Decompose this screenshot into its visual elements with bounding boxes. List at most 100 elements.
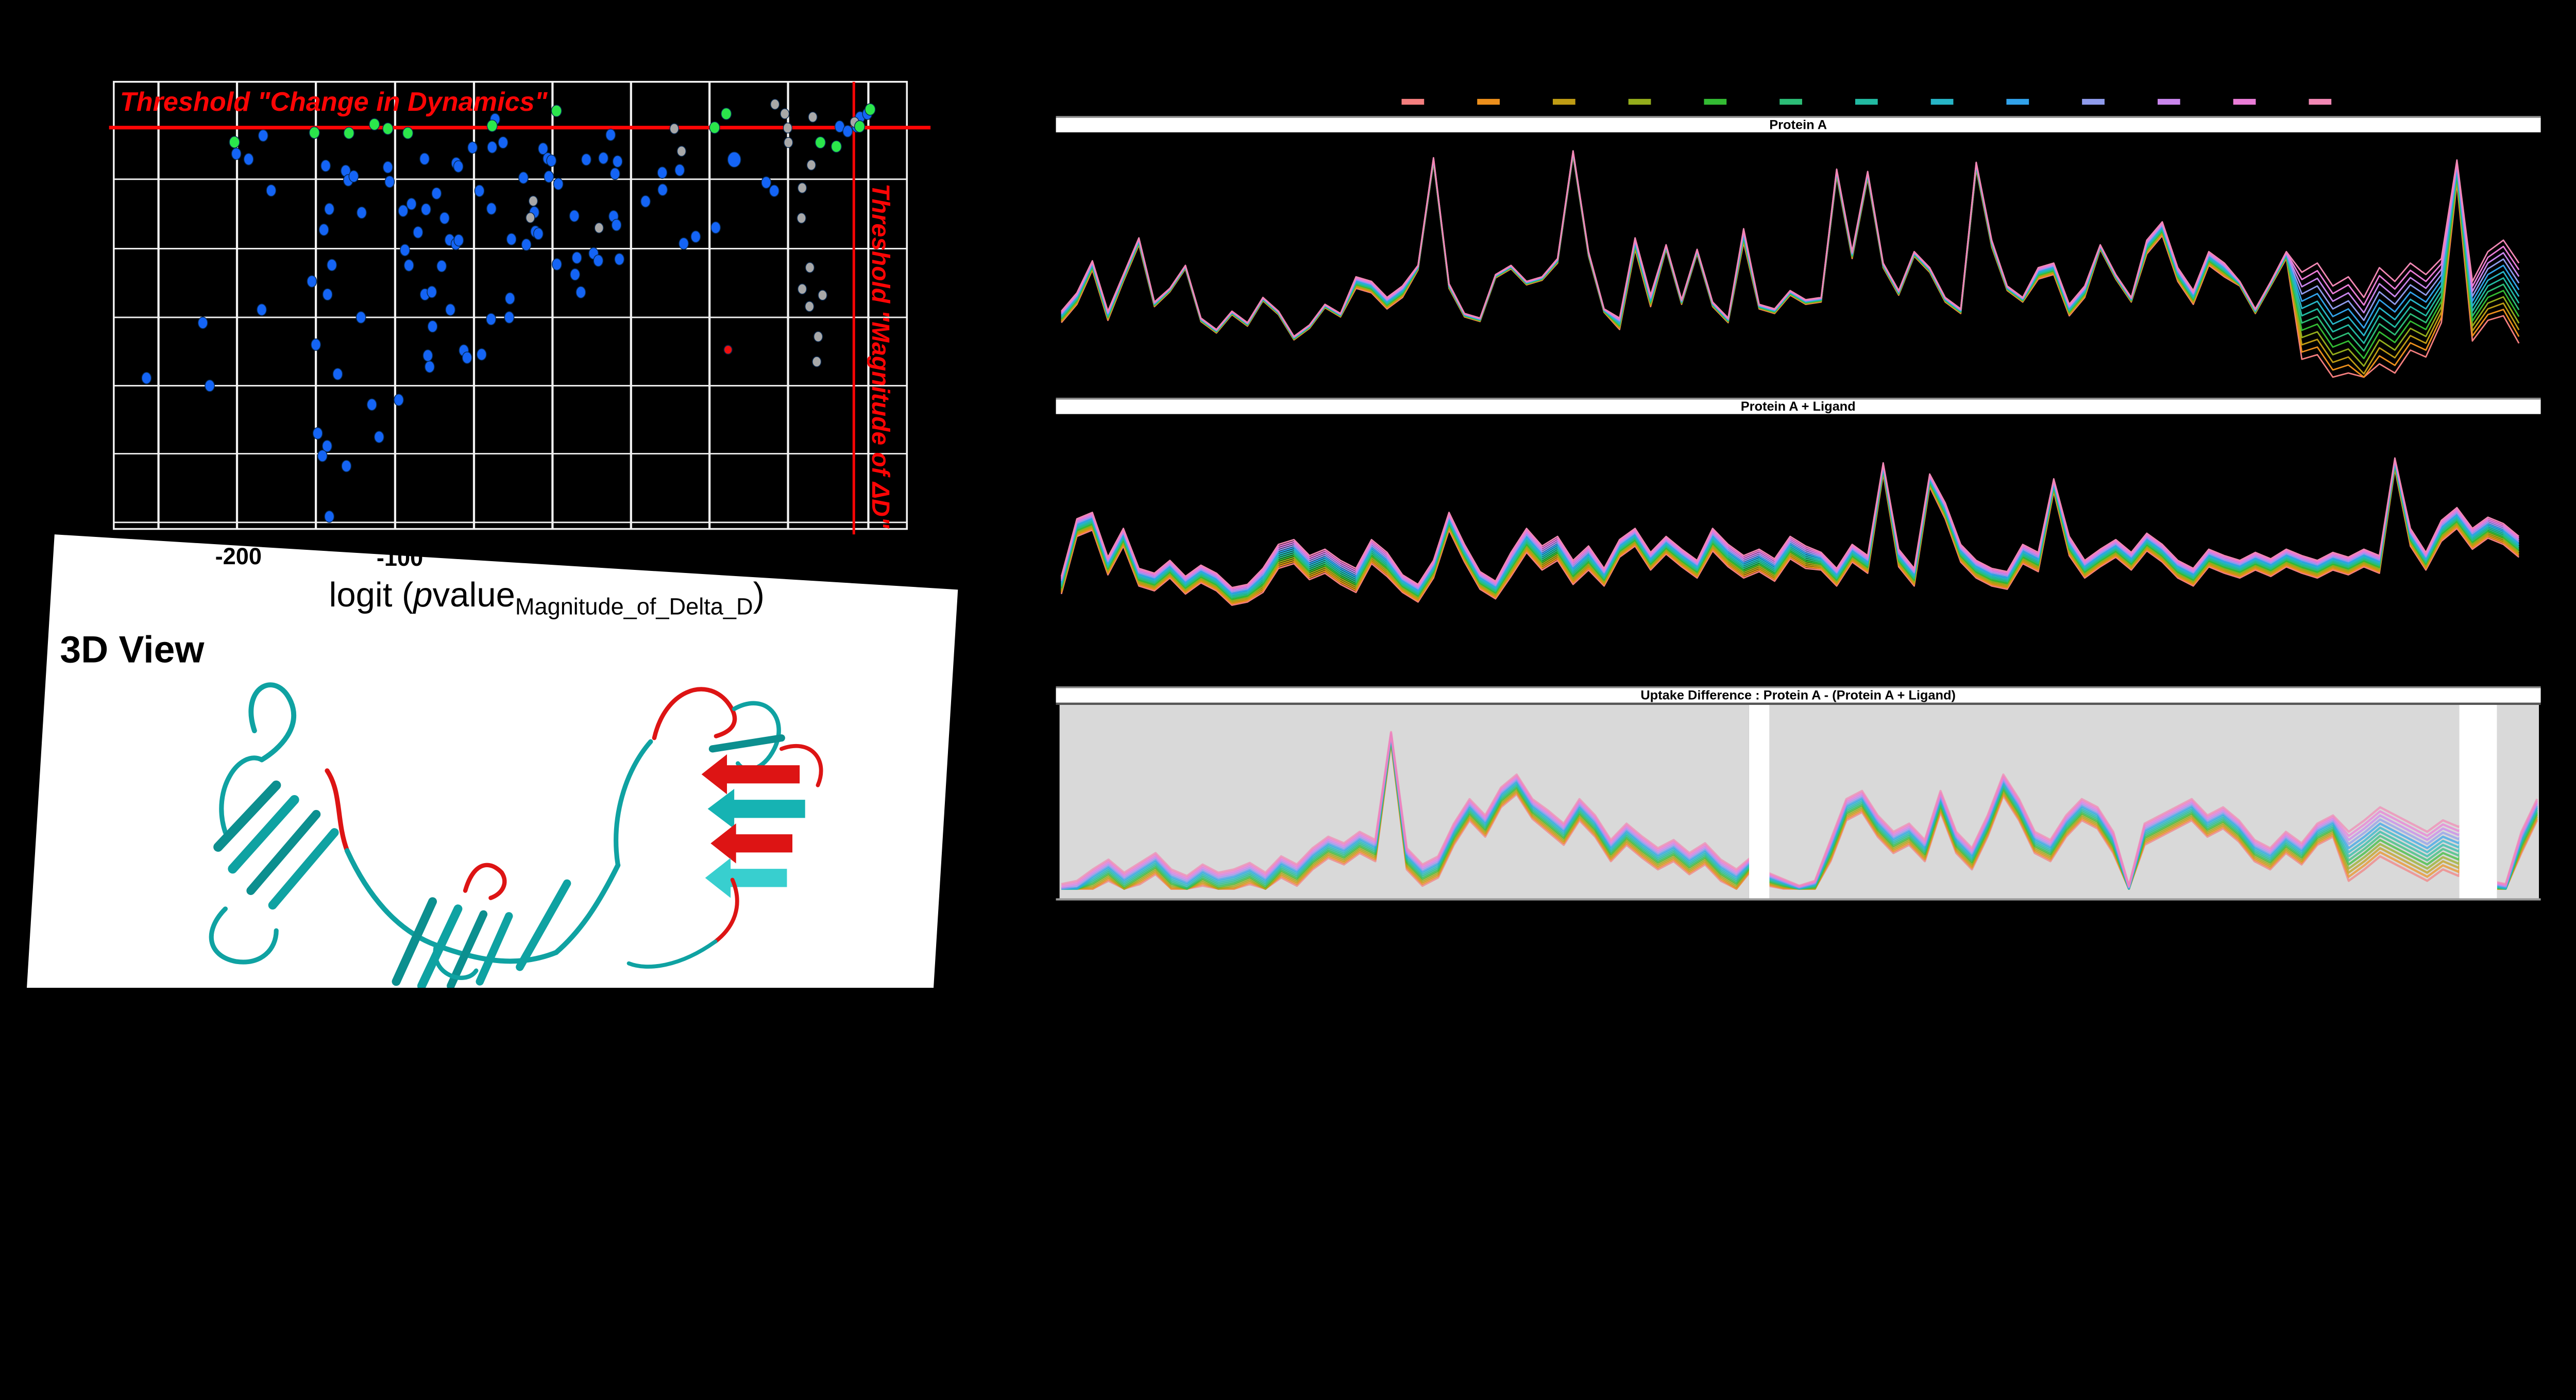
scatter-point-blue xyxy=(258,129,268,142)
scatter-point-blue xyxy=(504,311,515,324)
xaxis-label-subscript: Magnitude_of_Delta_D xyxy=(515,593,753,619)
scatter-point-green xyxy=(369,118,380,131)
scatter-point-blue xyxy=(453,234,464,247)
scatter-point-blue xyxy=(605,128,616,141)
scatter-point-blue xyxy=(348,170,359,183)
threshold-magnitude-label: Threshold "Magnitude of ΔD" xyxy=(867,183,894,529)
legend-swatch-2 xyxy=(1552,98,1575,105)
scatter-point-blue xyxy=(571,251,582,264)
scatter-point-gray xyxy=(796,212,806,224)
protein_a_ligand-series-2 xyxy=(1060,466,2520,603)
volcano-gridlines xyxy=(113,81,907,529)
scatter-point-blue xyxy=(467,141,478,154)
volcano-xtick-neg200: -200 xyxy=(215,543,262,569)
scatter-point-blue xyxy=(312,427,323,440)
scatter-point-blue xyxy=(243,153,254,166)
scatter-point-blue xyxy=(533,227,544,240)
scatter-point-blue xyxy=(317,449,328,462)
scatter-point-blue xyxy=(553,177,564,190)
scatter-point-green xyxy=(709,121,720,134)
xaxis-label-p: p xyxy=(412,576,432,614)
scatter-point-blue xyxy=(322,288,333,301)
legend-swatch-9 xyxy=(2082,98,2105,105)
scatter-point-blue xyxy=(205,379,215,392)
ribbon-red-arrow-2 xyxy=(710,823,793,864)
scatter-point-gray xyxy=(770,98,780,110)
scatter-point-blue xyxy=(842,125,853,138)
scatter-point-blue xyxy=(406,197,417,210)
panel3-title: Uptake Difference : Protein A - (Protein… xyxy=(1640,688,1956,702)
scatter-point-gray xyxy=(784,137,793,148)
scatter-point-blue xyxy=(609,167,620,180)
volcano-xaxis-label: logit (pvalueMagnitude_of_Delta_D) xyxy=(329,576,765,620)
panel3-bottom-border xyxy=(1056,898,2541,901)
scatter-point-blue xyxy=(341,460,352,473)
scatter-point-blue xyxy=(413,226,423,239)
scatter-point-blue xyxy=(382,161,393,174)
scatter-point-green xyxy=(343,127,354,140)
scatter-point-blue xyxy=(674,164,685,177)
protein_a_ligand-series-8 xyxy=(1060,461,2520,595)
scatter-point-blue xyxy=(431,187,442,200)
panel3-top-border xyxy=(1056,686,2541,688)
scatter-point-blue xyxy=(422,349,433,362)
scatter-point-gray xyxy=(780,108,790,120)
scatter-point-gray xyxy=(806,159,816,171)
scatter-point-blue xyxy=(327,259,337,272)
legend-swatch-0 xyxy=(1401,98,1425,105)
ribbon-teal-tail xyxy=(626,939,718,969)
scatter-point-gray xyxy=(808,111,818,123)
scatter-point-blue xyxy=(487,141,498,154)
scatter-point-green xyxy=(402,127,414,140)
legend-swatch-6 xyxy=(1855,98,1878,105)
panel1-top-border xyxy=(1056,116,2541,118)
ribbon-mid-strand-2 xyxy=(417,904,463,988)
scatter-point-blue xyxy=(384,175,395,188)
scatter-point-gray xyxy=(812,356,822,367)
scatter-point-gray xyxy=(818,290,827,301)
scatter-point-blue xyxy=(761,176,772,189)
panel3-lines xyxy=(1061,731,2538,890)
scatter-point-blue xyxy=(320,159,331,172)
scatter-point-green xyxy=(382,122,394,135)
scatter-point-blue xyxy=(486,202,497,215)
scatter-point-blue xyxy=(231,147,242,160)
volcano-plot: Threshold "Change in Dynamics" Threshold… xyxy=(109,80,981,620)
ribbon-red-center-loop xyxy=(463,863,507,900)
legend-swatch-12 xyxy=(2309,98,2332,105)
scatter-point-blue xyxy=(419,153,430,165)
scatter-point-gray xyxy=(676,145,687,157)
panel3-white-gap-2 xyxy=(2459,704,2497,900)
xaxis-label-value: value xyxy=(433,576,515,614)
protein_a-series-12 xyxy=(1061,150,2520,338)
scatter-point-blue xyxy=(425,360,435,373)
ribbon-rise-to-right xyxy=(553,863,621,955)
scatter-point-blue xyxy=(394,394,404,407)
ribbon-mid-strand-1 xyxy=(392,897,437,986)
scatter-point-green xyxy=(865,103,876,116)
scatter-point-blue xyxy=(546,154,557,167)
ribbon-left-loop-bottom xyxy=(209,906,279,965)
ribbon-left-strand-4 xyxy=(268,828,339,910)
ribbon-left-strand-2 xyxy=(228,795,299,874)
scatter-point-blue xyxy=(657,183,668,196)
scatter-point-blue xyxy=(421,203,431,216)
scatter-point-blue xyxy=(436,260,447,273)
scatter-point-blue xyxy=(332,367,343,380)
panel1-title-bar xyxy=(1056,117,2541,132)
legend-swatch-7 xyxy=(1930,98,1954,105)
scatter-point-blue xyxy=(544,170,554,183)
scatter-point-blue xyxy=(197,316,208,329)
panel3-white-gap-1 xyxy=(1749,704,1770,900)
scatter-point-blue xyxy=(439,212,450,225)
scatter-point-blue-large xyxy=(727,151,741,168)
panel2-lines xyxy=(1060,457,2520,606)
scatter-point-blue xyxy=(657,166,668,179)
scatter-point-blue xyxy=(403,259,414,272)
ribbon-left-strand-1 xyxy=(213,780,281,852)
scatter-point-blue xyxy=(690,230,701,243)
xaxis-label-suffix: ) xyxy=(753,576,765,614)
ribbon-cyan-arrow xyxy=(705,858,787,898)
scatter-point-blue xyxy=(521,238,532,251)
protein-ribbon xyxy=(209,682,823,988)
